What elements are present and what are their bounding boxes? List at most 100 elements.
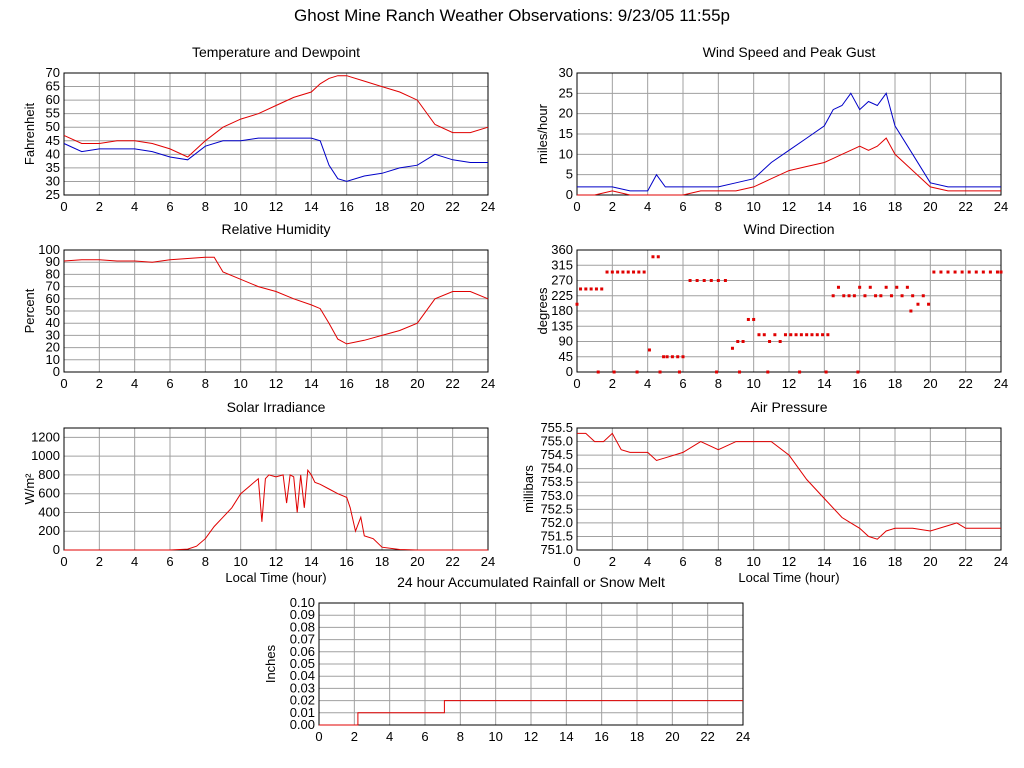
y-tick-label: 751.5 xyxy=(540,528,573,543)
series-line xyxy=(577,92,1001,192)
x-tick-label: 8 xyxy=(715,554,722,569)
data-point xyxy=(676,355,680,359)
x-tick-label: 18 xyxy=(630,729,644,744)
x-tick-label: 16 xyxy=(339,554,353,569)
y-tick-label: 755.0 xyxy=(540,434,573,449)
y-tick-label: 600 xyxy=(38,486,60,501)
x-tick-label: 10 xyxy=(233,376,247,391)
y-tick-label: 752.5 xyxy=(540,501,573,516)
data-point xyxy=(939,270,943,274)
x-tick-label: 20 xyxy=(923,554,937,569)
x-tick-label: 12 xyxy=(269,199,283,214)
y-tick-label: 180 xyxy=(551,303,573,318)
data-point xyxy=(768,340,772,343)
data-point xyxy=(847,294,851,298)
x-axis-label: Local Time (hour) xyxy=(225,570,326,585)
chart-rh: Relative Humidity01020304050607080901000… xyxy=(22,221,495,391)
x-tick-label: 10 xyxy=(233,199,247,214)
x-tick-label: 6 xyxy=(166,199,173,214)
data-point xyxy=(988,270,992,274)
data-point xyxy=(610,270,614,274)
y-tick-label: 20 xyxy=(46,340,60,355)
y-tick-label: 40 xyxy=(46,146,60,161)
x-tick-label: 10 xyxy=(746,376,760,391)
x-tick-label: 0 xyxy=(573,199,580,214)
y-tick-label: 1000 xyxy=(31,448,60,463)
y-tick-label: 754.5 xyxy=(540,447,573,462)
data-point xyxy=(858,285,862,289)
x-tick-label: 2 xyxy=(609,376,616,391)
x-tick-label: 0 xyxy=(60,199,67,214)
x-tick-label: 20 xyxy=(665,729,679,744)
y-tick-label: 754.0 xyxy=(540,461,573,476)
data-point xyxy=(589,287,593,291)
y-tick-label: 45 xyxy=(559,349,573,364)
data-point xyxy=(637,270,641,274)
y-tick-label: 0.01 xyxy=(290,705,315,720)
x-tick-label: 18 xyxy=(888,199,902,214)
x-tick-label: 16 xyxy=(852,554,866,569)
x-tick-label: 10 xyxy=(233,554,247,569)
y-tick-label: 60 xyxy=(46,291,60,306)
data-point xyxy=(716,279,720,282)
data-point xyxy=(909,309,913,313)
data-point xyxy=(895,285,899,289)
data-point xyxy=(852,294,856,298)
y-tick-label: 751.0 xyxy=(540,542,573,557)
x-tick-label: 8 xyxy=(457,729,464,744)
x-tick-label: 16 xyxy=(594,729,608,744)
x-tick-label: 8 xyxy=(202,554,209,569)
x-tick-label: 18 xyxy=(375,199,389,214)
y-tick-label: 5 xyxy=(566,167,573,182)
y-tick-label: 60 xyxy=(46,92,60,107)
x-tick-label: 14 xyxy=(304,554,318,569)
y-tick-label: 15 xyxy=(559,126,573,141)
data-point xyxy=(773,333,777,337)
x-tick-label: 8 xyxy=(202,199,209,214)
data-point xyxy=(995,270,999,274)
x-tick-label: 2 xyxy=(609,554,616,569)
data-point xyxy=(757,333,761,337)
x-tick-label: 22 xyxy=(958,376,972,391)
y-tick-label: 753.0 xyxy=(540,488,573,503)
x-tick-label: 10 xyxy=(746,199,760,214)
y-axis-label: Fahrenheit xyxy=(22,103,37,166)
x-tick-label: 12 xyxy=(524,729,538,744)
y-tick-label: 753.5 xyxy=(540,474,573,489)
chart-rain: 24 hour Accumulated Rainfall or Snow Mel… xyxy=(263,574,750,744)
data-point xyxy=(632,270,636,274)
data-point xyxy=(967,270,971,274)
data-point xyxy=(612,370,616,374)
x-tick-label: 24 xyxy=(994,199,1008,214)
x-tick-label: 4 xyxy=(131,554,138,569)
x-tick-label: 8 xyxy=(715,199,722,214)
data-point xyxy=(762,333,766,337)
data-point xyxy=(794,333,798,337)
data-point xyxy=(921,294,925,298)
y-tick-label: 0.07 xyxy=(290,632,315,647)
data-point xyxy=(946,270,950,274)
y-tick-label: 30 xyxy=(46,173,60,188)
data-point xyxy=(616,270,620,274)
x-tick-label: 20 xyxy=(923,376,937,391)
chart-title: 24 hour Accumulated Rainfall or Snow Mel… xyxy=(397,574,665,590)
x-tick-label: 20 xyxy=(410,376,424,391)
data-point xyxy=(927,302,931,306)
data-point xyxy=(766,370,770,374)
series-line xyxy=(63,75,489,158)
data-point xyxy=(842,294,846,298)
y-tick-label: 70 xyxy=(46,279,60,294)
y-tick-label: 0.04 xyxy=(290,668,315,683)
page-title: Ghost Mine Ranch Weather Observations: 9… xyxy=(294,6,730,25)
data-point xyxy=(879,294,883,298)
x-tick-label: 22 xyxy=(958,554,972,569)
data-point xyxy=(778,340,782,343)
data-point xyxy=(651,255,655,259)
data-point xyxy=(824,370,828,374)
data-point xyxy=(981,270,985,274)
y-tick-label: 55 xyxy=(46,106,60,121)
x-tick-label: 24 xyxy=(994,554,1008,569)
data-point xyxy=(815,333,819,337)
